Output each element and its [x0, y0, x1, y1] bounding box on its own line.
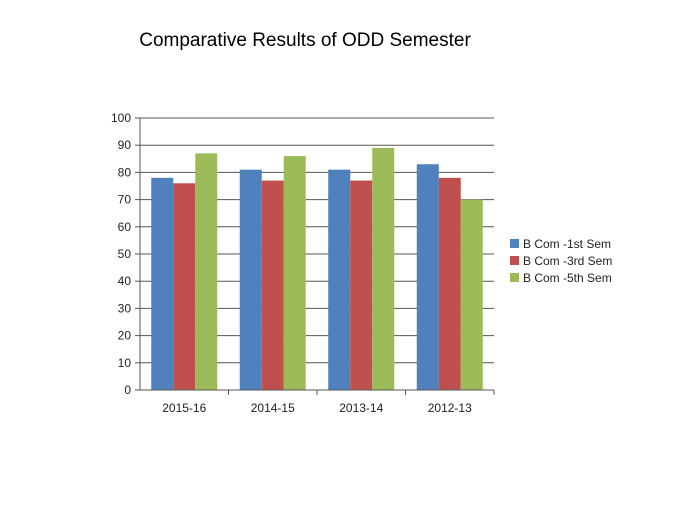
bar: [350, 180, 373, 390]
legend-label: B Com -1st Sem: [523, 237, 611, 251]
y-tick-label: 30: [118, 301, 132, 315]
legend-swatch: [510, 273, 519, 282]
y-tick-label: 70: [118, 193, 132, 207]
bar: [151, 177, 174, 390]
legend-label: B Com -5th Sem: [523, 271, 612, 285]
y-tick-label: 0: [124, 383, 131, 397]
bar: [239, 169, 262, 390]
legend-label: B Com -3rd Sem: [523, 254, 612, 268]
y-tick-label: 100: [111, 111, 131, 125]
x-tick-label: 2014-15: [251, 401, 295, 415]
bar: [173, 183, 196, 390]
legend-swatch: [510, 239, 519, 248]
bar: [438, 177, 461, 390]
y-tick-label: 10: [118, 356, 132, 370]
chart-title: Comparative Results of ODD Semester: [139, 30, 471, 51]
y-tick-label: 80: [118, 165, 132, 179]
bar: [195, 153, 218, 390]
bars: [151, 147, 483, 390]
bar: [328, 169, 351, 390]
y-tick-label: 40: [118, 274, 132, 288]
y-tick-label: 90: [118, 138, 132, 152]
legend-swatch: [510, 256, 519, 265]
bar: [372, 147, 395, 390]
x-tick-label: 2015-16: [162, 401, 206, 415]
bar: [283, 156, 306, 390]
legend: B Com -1st Sem B Com -3rd Sem B Com -5th S…: [510, 237, 612, 285]
bar: [261, 180, 284, 390]
axes: 0 10 20 30 40 50 60 70 80 90 100 2015-16 2014-15 2013…: [111, 111, 495, 415]
y-tick-label: 50: [118, 247, 132, 261]
bar: [460, 199, 483, 390]
x-tick-label: 2013-14: [339, 401, 383, 415]
bar: [416, 164, 439, 390]
y-tick-label: 20: [118, 329, 132, 343]
y-tick-label: 60: [118, 220, 132, 234]
x-tick-label: 2012-13: [428, 401, 472, 415]
